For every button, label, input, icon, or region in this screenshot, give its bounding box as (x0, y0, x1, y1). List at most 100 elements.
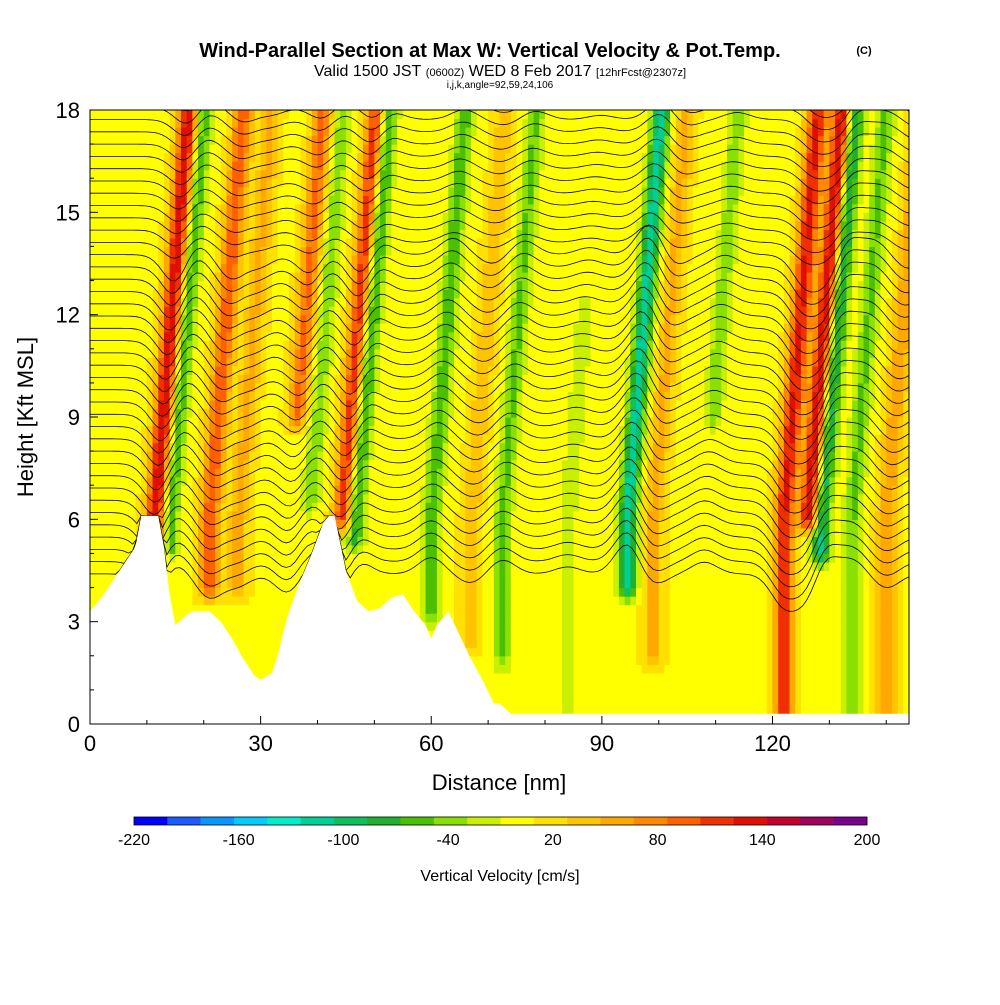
velocity-cell (351, 476, 358, 486)
velocity-cell (107, 272, 114, 282)
velocity-cell (272, 434, 279, 444)
velocity-cell (397, 553, 404, 563)
valid-time-line: Valid 1500 JST (0600Z) WED 8 Feb 2017 [1… (314, 63, 686, 80)
velocity-cell (107, 212, 114, 222)
velocity-cell (385, 357, 393, 367)
velocity-cell (368, 203, 375, 213)
velocity-cell (254, 527, 262, 537)
velocity-cell (272, 391, 279, 401)
velocity-cell (459, 263, 466, 273)
velocity-cell (351, 272, 358, 282)
velocity-cell (345, 570, 353, 580)
velocity-cell (311, 152, 319, 162)
velocity-cell (249, 374, 256, 384)
velocity-cell (101, 297, 108, 307)
velocity-cell (419, 144, 427, 154)
velocity-cell (300, 263, 307, 273)
velocity-cell (363, 331, 370, 341)
velocity-cell (237, 195, 245, 205)
velocity-cell (317, 348, 324, 358)
velocity-cell (283, 169, 290, 179)
velocity-cell (306, 272, 313, 282)
velocity-cell (101, 579, 108, 589)
velocity-cell (249, 220, 256, 230)
velocity-cell (152, 135, 159, 145)
velocity-cell (363, 417, 370, 427)
velocity-cell (289, 203, 296, 213)
velocity-cell (129, 374, 137, 384)
velocity-cell (283, 110, 290, 120)
velocity-cell (476, 110, 484, 120)
velocity-cell (465, 596, 472, 606)
velocity-cell (471, 587, 478, 597)
velocity-cell (283, 553, 290, 563)
velocity-cell (203, 237, 211, 248)
velocity-cell (163, 178, 171, 188)
velocity-cell (112, 144, 120, 154)
velocity-cell (408, 161, 415, 171)
velocity-cell (448, 536, 455, 546)
velocity-cell (129, 229, 137, 239)
velocity-cell (357, 323, 364, 333)
velocity-cell (425, 365, 432, 375)
velocity-cell (152, 348, 159, 358)
velocity-cell (283, 135, 290, 145)
velocity-cell (465, 451, 472, 461)
velocity-cell (465, 561, 472, 572)
velocity-cell (95, 408, 102, 418)
velocity-cell (317, 314, 324, 324)
velocity-cell (152, 246, 159, 256)
velocity-cell (345, 297, 353, 307)
velocity-cell (198, 519, 205, 529)
velocity-cell (317, 459, 324, 469)
velocity-cell (272, 630, 279, 640)
velocity-cell (107, 561, 114, 572)
velocity-cell (351, 459, 358, 469)
velocity-cell (408, 263, 415, 273)
velocity-cell (431, 203, 438, 213)
velocity-cell (334, 263, 341, 273)
velocity-cell (442, 468, 449, 478)
velocity-cell (408, 587, 415, 597)
velocity-cell (425, 357, 432, 367)
velocity-cell (186, 314, 193, 324)
velocity-cell (380, 553, 387, 563)
velocity-cell (198, 314, 205, 324)
velocity-cell (408, 365, 415, 375)
velocity-cell (129, 161, 137, 171)
velocity-cell (186, 382, 193, 393)
velocity-cell (186, 203, 193, 213)
velocity-cell (266, 553, 273, 563)
velocity-cell (118, 263, 125, 273)
velocity-cell (209, 161, 216, 171)
velocity-cell (402, 348, 410, 358)
velocity-cell (465, 374, 472, 384)
velocity-cell (107, 289, 114, 299)
velocity-cell (198, 408, 205, 418)
velocity-cell (345, 434, 353, 444)
velocity-cell (118, 485, 125, 495)
velocity-cell (351, 468, 358, 478)
velocity-cell (340, 519, 347, 529)
velocity-cell (402, 237, 410, 248)
velocity-cell (249, 417, 256, 427)
velocity-cell (414, 519, 421, 529)
velocity-cell (112, 323, 120, 333)
velocity-cell (306, 280, 313, 290)
velocity-cell (249, 237, 256, 248)
velocity-cell (237, 263, 245, 273)
velocity-cell (283, 544, 290, 555)
velocity-cell (277, 408, 284, 418)
velocity-cell (300, 451, 307, 461)
velocity-cell (152, 323, 159, 333)
velocity-cell (471, 152, 478, 162)
velocity-cell (391, 365, 398, 375)
velocity-cell (465, 110, 472, 120)
velocity-cell (459, 408, 466, 418)
velocity-cell (419, 536, 427, 546)
velocity-cell (226, 186, 233, 196)
velocity-cell (277, 306, 284, 316)
velocity-cell (419, 579, 427, 589)
velocity-cell (112, 510, 120, 520)
velocity-cell (169, 246, 176, 256)
